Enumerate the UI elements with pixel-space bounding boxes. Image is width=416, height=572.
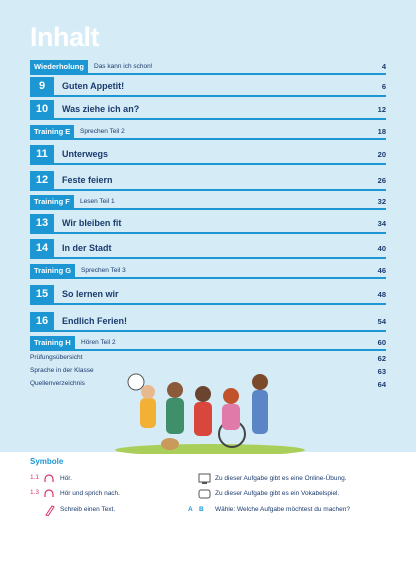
symbol-icon: [198, 473, 211, 484]
chapter-title: Guten Appetit!: [62, 81, 125, 91]
training-label: Wiederholung: [30, 60, 88, 73]
chapter-title: Unterwegs: [62, 149, 109, 159]
rule: [30, 95, 386, 97]
chapter-title: Feste feiern: [62, 175, 113, 185]
page-title: Inhalt: [30, 22, 100, 52]
page-number: 46: [377, 266, 386, 275]
symbol-text: Wähle: Welche Aufgabe möchtest du machen…: [215, 506, 351, 513]
appendix-title: Sprache in der Klasse: [30, 367, 94, 374]
chapter-title: In der Stadt: [62, 243, 112, 253]
rule: [30, 138, 386, 140]
rule: [30, 208, 386, 210]
kid-head: [195, 386, 211, 402]
chapter-number: 12: [30, 171, 54, 189]
chapter-number: 10: [30, 100, 54, 118]
chapter-title: So lernen wir: [62, 289, 119, 299]
symbol-text: Zu dieser Aufgabe gibt es eine Online-Üb…: [215, 475, 347, 482]
rule: [30, 330, 386, 332]
illustration: [115, 373, 305, 454]
rule: [30, 349, 386, 351]
symbol-code: 1.1: [30, 474, 40, 481]
symbol-icon: [44, 489, 54, 497]
symbols-title: Symbole: [30, 457, 64, 466]
kid: [166, 398, 184, 434]
header-band: [0, 0, 416, 452]
page-number: 26: [377, 176, 386, 185]
chapter-title: Wir bleiben fit: [62, 218, 122, 228]
rule: [30, 232, 386, 234]
kid: [222, 404, 240, 430]
training-subtitle: Lesen Teil 1: [80, 198, 115, 205]
page-number: 32: [377, 197, 386, 206]
rule: [30, 189, 386, 191]
grass: [115, 444, 305, 454]
symbol-text: Hör und sprich nach.: [60, 490, 120, 497]
kid: [140, 398, 156, 428]
page-number: 20: [377, 150, 386, 159]
training-label: Training H: [30, 336, 75, 349]
page-number: 62: [377, 354, 386, 363]
kid: [194, 402, 212, 436]
rule: [30, 73, 386, 75]
kid-head: [167, 382, 183, 398]
page-number: 4: [381, 62, 386, 71]
symbol-text: Hör.: [60, 475, 72, 482]
training-subtitle: Sprechen Teil 3: [81, 267, 126, 274]
training-label: Training G: [30, 264, 76, 277]
page-number: 48: [377, 290, 386, 299]
symbol-icon: [44, 474, 54, 482]
rule: [30, 257, 386, 259]
page-number: 63: [377, 367, 386, 376]
chapter-title: Endlich Ferien!: [62, 316, 128, 326]
chapter-number: 14: [30, 239, 54, 257]
appendix-title: Quellenverzeichnis: [30, 380, 85, 387]
rule: [30, 118, 386, 120]
page-number: 34: [377, 219, 386, 228]
page-number: 60: [377, 338, 386, 347]
training-label: Training F: [30, 195, 74, 208]
kid-head: [252, 374, 268, 390]
ball: [127, 373, 145, 391]
rule: [30, 277, 386, 279]
chapter-number: 15: [30, 285, 54, 303]
symbol-code: 1.3: [30, 489, 40, 496]
page-number: 40: [377, 244, 386, 253]
training-subtitle: Das kann ich schon!: [94, 63, 153, 70]
page-number: 18: [377, 127, 386, 136]
page-number: 12: [377, 105, 386, 114]
page-number: 6: [381, 82, 386, 91]
symbol-text: Schreib einen Text.: [60, 506, 116, 513]
kid: [252, 390, 268, 434]
symbol-code: A: [188, 506, 193, 513]
training-subtitle: Sprechen Teil 2: [80, 128, 125, 135]
chapter-number: 11: [30, 145, 54, 163]
page-number: 54: [377, 317, 386, 326]
rule: [30, 303, 386, 305]
symbol-icon: [198, 489, 211, 499]
dog: [161, 438, 179, 450]
symbol-text: Zu dieser Aufgabe gibt es ein Vokabelspi…: [215, 490, 340, 497]
training-subtitle: Hören Teil 2: [81, 339, 116, 346]
symbol-icon: [45, 505, 55, 516]
training-label: Training E: [30, 125, 75, 138]
rule: [30, 163, 386, 165]
chapter-title: Was ziehe ich an?: [62, 104, 140, 114]
kid-head: [141, 385, 155, 399]
chapter-number: 16: [30, 312, 54, 330]
chapter-number: 9: [30, 77, 54, 95]
chapter-number: 13: [30, 214, 54, 232]
symbol-code: B: [199, 506, 204, 513]
page-number: 64: [377, 380, 386, 389]
kid-head: [223, 388, 239, 404]
appendix-title: Prüfungsübersicht: [30, 354, 83, 361]
